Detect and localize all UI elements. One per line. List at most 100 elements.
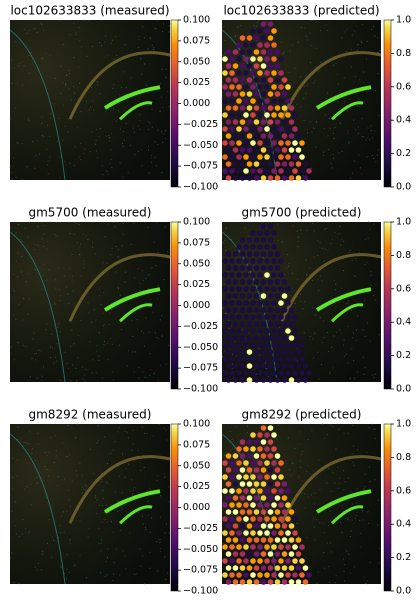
spot	[250, 42, 256, 48]
colorbar-tick-label: 0.100	[183, 419, 210, 430]
tissue-speck	[68, 302, 70, 304]
tissue-speck	[75, 367, 77, 369]
spot	[264, 112, 270, 118]
spot	[274, 105, 281, 111]
tissue-speck	[157, 475, 159, 477]
spot	[222, 286, 228, 292]
spot	[229, 530, 235, 536]
tissue-speck	[269, 69, 272, 71]
tissue-speck	[350, 530, 352, 532]
panel-title: gm8292 (predicted)	[242, 408, 362, 422]
spot	[264, 84, 270, 90]
tissue-speck	[72, 290, 74, 292]
tissue-speck	[235, 426, 237, 428]
spot	[267, 439, 274, 445]
tissue-speck	[96, 512, 98, 515]
tissue-speck	[89, 448, 92, 450]
spot	[239, 481, 246, 487]
tissue-speck	[46, 279, 48, 281]
spot	[225, 321, 232, 327]
tissue-speck	[343, 31, 345, 33]
tissue-speck	[55, 449, 57, 451]
tissue-speck	[321, 247, 323, 249]
spot	[222, 140, 228, 146]
spot	[229, 356, 235, 362]
tissue-speck	[364, 473, 366, 475]
spot	[274, 91, 281, 97]
tissue-speck	[287, 473, 289, 475]
colorbar-tick-label: 0.050	[183, 460, 210, 471]
spot	[243, 42, 249, 48]
tissue-speck	[56, 360, 58, 362]
spot	[278, 70, 284, 76]
tissue-speck	[49, 346, 52, 348]
tissue-speck	[31, 448, 34, 450]
tissue-speck	[14, 525, 17, 527]
spot	[299, 140, 305, 146]
tissue-speck	[162, 23, 165, 25]
tissue-speck	[317, 459, 320, 461]
tissue-speck	[23, 488, 26, 490]
spot	[267, 377, 274, 383]
spot	[257, 244, 263, 250]
colorbar-tick-label: −0.025	[183, 523, 218, 534]
spot	[243, 286, 249, 292]
tissue-speck	[134, 153, 136, 156]
tissue-speck	[299, 293, 302, 295]
tissue-speck	[355, 514, 357, 517]
tissue-speck	[64, 125, 66, 127]
tissue-speck	[365, 58, 368, 60]
tissue-speck	[258, 348, 260, 350]
spot	[264, 572, 270, 578]
tissue-speck	[83, 19, 86, 21]
tissue-speck	[372, 157, 375, 159]
tissue-speck	[331, 167, 333, 169]
tissue-speck	[159, 538, 161, 541]
tissue-speck	[378, 334, 380, 336]
spot	[260, 579, 267, 585]
spot	[278, 370, 284, 376]
tissue-speck	[332, 64, 335, 66]
spot	[236, 516, 242, 522]
tissue-speck	[361, 136, 363, 138]
tissue-speck	[319, 30, 322, 32]
tissue-speck	[145, 277, 147, 280]
tissue-speck	[228, 327, 230, 330]
tissue-speck	[260, 124, 262, 126]
tissue-speck	[310, 473, 312, 475]
tissue-speck	[354, 275, 357, 278]
spot	[250, 258, 256, 264]
spot	[253, 161, 260, 167]
spot	[243, 356, 249, 362]
tissue-speck	[289, 50, 291, 52]
tissue-speck	[325, 97, 328, 99]
colorbar	[170, 19, 179, 188]
tissue-speck	[222, 307, 224, 309]
spot	[239, 279, 246, 285]
tissue-speck	[313, 503, 316, 505]
tissue-speck	[9, 118, 11, 120]
spot	[281, 91, 288, 97]
tissue-speck	[46, 469, 48, 471]
spot	[271, 356, 277, 362]
tissue-speck	[296, 103, 298, 105]
tissue-speck	[264, 438, 267, 440]
tissue-speck	[68, 69, 70, 72]
tissue-speck	[45, 329, 47, 331]
spot	[278, 544, 284, 550]
spot	[225, 565, 232, 571]
spot	[253, 105, 260, 111]
colorbar-tick-label: 0.0	[396, 586, 411, 597]
tissue-speck	[131, 351, 134, 353]
tissue-speck	[115, 548, 117, 550]
spot	[246, 481, 253, 487]
tissue-speck	[350, 572, 352, 574]
tissue-speck	[101, 165, 103, 167]
spot	[264, 258, 270, 264]
tissue-speck	[310, 44, 312, 46]
tissue-speck	[157, 570, 159, 572]
spot	[250, 300, 256, 306]
spot	[264, 70, 270, 76]
spot	[222, 314, 228, 320]
spot	[232, 49, 239, 55]
